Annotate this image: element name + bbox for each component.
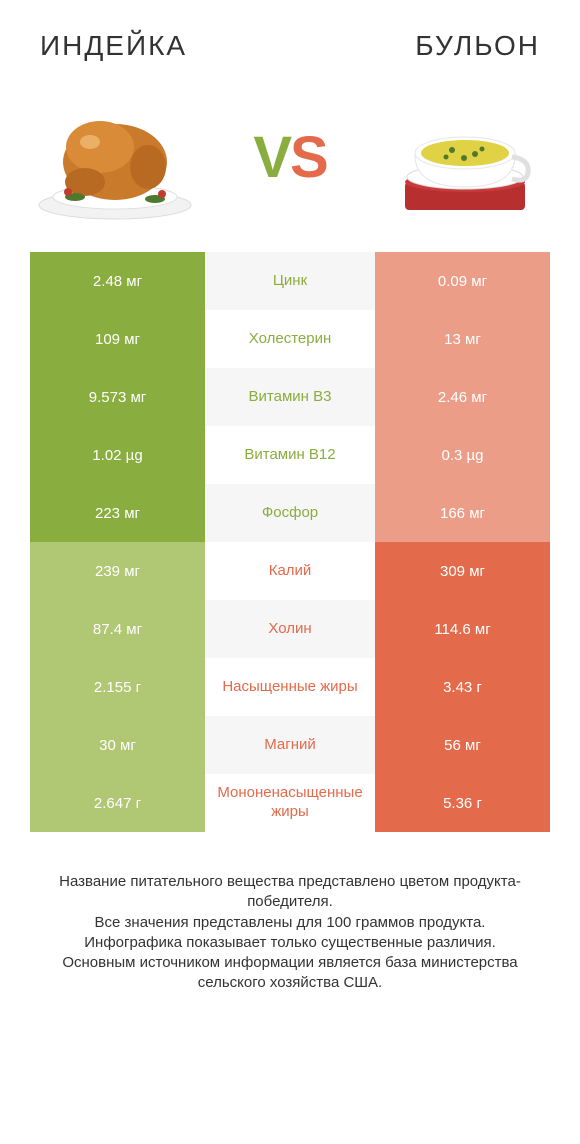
nutrient-name: Калий (205, 542, 375, 600)
header: ИНДЕЙКА БУЛЬОН (0, 0, 580, 72)
value-left: 87.4 мг (30, 600, 205, 658)
value-left: 2.155 г (30, 658, 205, 716)
value-right: 0.09 мг (375, 252, 550, 310)
table-row: 239 мгКалий309 мг (30, 542, 550, 600)
table-row: 30 мгМагний56 мг (30, 716, 550, 774)
value-left: 1.02 µg (30, 426, 205, 484)
value-left: 2.647 г (30, 774, 205, 832)
value-right: 13 мг (375, 310, 550, 368)
nutrient-name: Мононенасыщенные жиры (205, 774, 375, 832)
value-right: 309 мг (375, 542, 550, 600)
value-right: 56 мг (375, 716, 550, 774)
nutrient-name: Фосфор (205, 484, 375, 542)
title-right: БУЛЬОН (415, 30, 540, 62)
footer-line-3: Инфографика показывает только существенн… (30, 933, 550, 953)
table-row: 2.155 гНасыщенные жиры3.43 г (30, 658, 550, 716)
table-row: 87.4 мгХолин114.6 мг (30, 600, 550, 658)
footer-line-2: Все значения представлены для 100 граммо… (30, 913, 550, 933)
value-right: 0.3 µg (375, 426, 550, 484)
nutrient-name: Цинк (205, 252, 375, 310)
infographic-container: ИНДЕЙКА БУЛЬОН VS (0, 0, 580, 1014)
table-row: 2.48 мгЦинк0.09 мг (30, 252, 550, 310)
table-row: 2.647 гМононенасыщенные жиры5.36 г (30, 774, 550, 832)
footer-line-1: Название питательного вещества представл… (30, 872, 550, 913)
value-right: 114.6 мг (375, 600, 550, 658)
vs-s: S (290, 125, 327, 190)
value-right: 3.43 г (375, 658, 550, 716)
broth-image (380, 87, 550, 227)
turkey-image (30, 87, 200, 227)
comparison-table: 2.48 мгЦинк0.09 мг109 мгХолестерин13 мг9… (30, 252, 550, 832)
table-row: 1.02 µgВитамин B120.3 µg (30, 426, 550, 484)
vs-v: V (253, 125, 290, 190)
nutrient-name: Холин (205, 600, 375, 658)
value-left: 239 мг (30, 542, 205, 600)
title-left: ИНДЕЙКА (40, 30, 187, 62)
nutrient-name: Магний (205, 716, 375, 774)
value-left: 30 мг (30, 716, 205, 774)
value-right: 166 мг (375, 484, 550, 542)
value-left: 2.48 мг (30, 252, 205, 310)
footer-line-4: Основным источником информации является … (30, 953, 550, 994)
vs-label: VS (253, 124, 326, 191)
hero-row: VS (0, 72, 580, 252)
value-right: 5.36 г (375, 774, 550, 832)
nutrient-name: Насыщенные жиры (205, 658, 375, 716)
table-row: 109 мгХолестерин13 мг (30, 310, 550, 368)
table-row: 9.573 мгВитамин B32.46 мг (30, 368, 550, 426)
nutrient-name: Холестерин (205, 310, 375, 368)
footer-notes: Название питательного вещества представл… (0, 832, 580, 1014)
table-row: 223 мгФосфор166 мг (30, 484, 550, 542)
nutrient-name: Витамин B3 (205, 368, 375, 426)
value-right: 2.46 мг (375, 368, 550, 426)
nutrient-name: Витамин B12 (205, 426, 375, 484)
value-left: 109 мг (30, 310, 205, 368)
value-left: 223 мг (30, 484, 205, 542)
value-left: 9.573 мг (30, 368, 205, 426)
